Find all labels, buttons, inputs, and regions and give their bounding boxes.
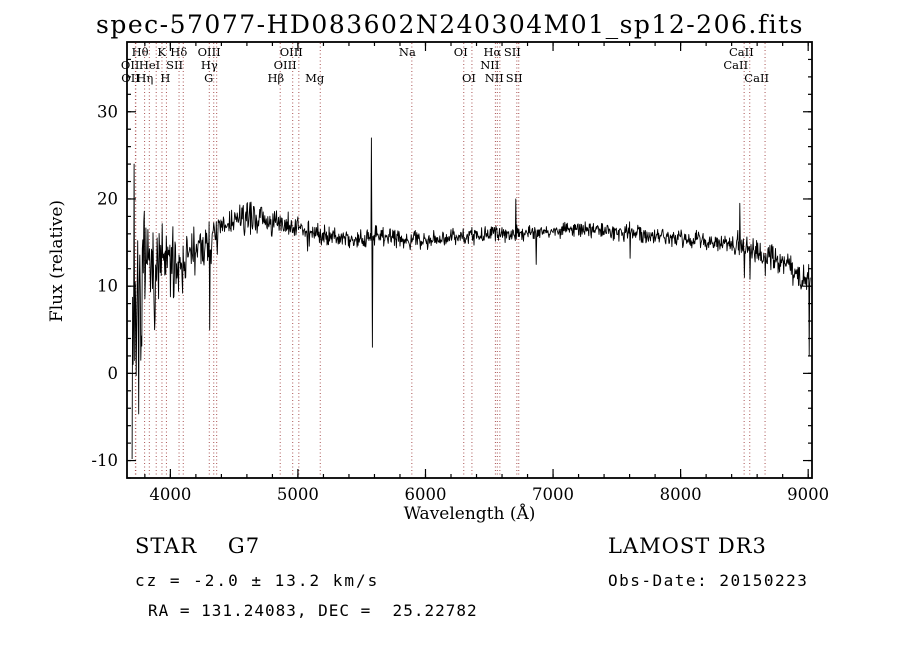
object-class-label: STAR G7 — [135, 534, 261, 558]
svg-text:H: H — [160, 71, 170, 85]
svg-text:Hβ: Hβ — [268, 71, 285, 85]
svg-text:SII: SII — [504, 45, 521, 59]
spectral-line-markers — [134, 43, 766, 477]
svg-text:NII: NII — [480, 58, 499, 72]
svg-text:OI: OI — [462, 71, 476, 85]
axis-ticks — [127, 42, 812, 479]
svg-text:OII: OII — [121, 71, 140, 85]
svg-text:7000: 7000 — [532, 485, 574, 504]
svg-text:-10: -10 — [91, 451, 118, 470]
spectral-line-labels: OIIOIIHθHηHeIKHSIIHδGHγOIIIHβOIIIOIIIMgN… — [121, 45, 769, 85]
svg-text:8000: 8000 — [660, 485, 702, 504]
svg-text:SII: SII — [506, 71, 523, 85]
svg-text:10: 10 — [97, 277, 118, 296]
svg-text:K: K — [157, 45, 166, 59]
svg-text:SII: SII — [166, 58, 183, 72]
svg-text:HeI: HeI — [139, 58, 160, 72]
svg-text:CaII: CaII — [744, 71, 769, 85]
svg-text:OIII: OIII — [274, 58, 297, 72]
svg-text:CaII: CaII — [729, 45, 754, 59]
axis-frame — [126, 41, 813, 479]
svg-text:0: 0 — [108, 364, 119, 383]
svg-text:9000: 9000 — [787, 485, 829, 504]
svg-text:OII: OII — [121, 58, 140, 72]
ra-dec-label: RA = 131.24083, DEC = 25.22782 — [148, 601, 478, 620]
svg-text:Hα: Hα — [484, 45, 502, 59]
y-axis-title: Flux (relative) — [47, 199, 67, 323]
svg-text:OI: OI — [454, 45, 468, 59]
svg-text:OIII: OIII — [280, 45, 303, 59]
cz-value: cz = -2.0 ± 13.2 km/s — [135, 571, 380, 590]
svg-text:20: 20 — [97, 189, 118, 208]
obs-date-label: Obs-Date: 20150223 — [608, 571, 809, 590]
svg-text:Mg: Mg — [305, 71, 325, 85]
svg-text:Hδ: Hδ — [170, 45, 187, 59]
svg-text:OIII: OIII — [198, 45, 221, 59]
svg-text:4000: 4000 — [149, 485, 191, 504]
y-tick-labels: -10 0 10 20 30 — [91, 102, 118, 470]
plot-title: spec-57077-HD083602N240304M01_sp12-206.f… — [96, 10, 804, 39]
x-tick-labels: 4000 5000 6000 7000 8000 9000 — [149, 485, 829, 504]
svg-text:6000: 6000 — [404, 485, 446, 504]
survey-label: LAMOST DR3 — [608, 534, 767, 558]
svg-text:5000: 5000 — [277, 485, 319, 504]
svg-text:CaII: CaII — [723, 58, 748, 72]
svg-text:G: G — [204, 71, 213, 85]
svg-text:Hγ: Hγ — [201, 58, 218, 72]
svg-text:NII: NII — [485, 71, 504, 85]
svg-text:Hθ: Hθ — [132, 45, 149, 59]
svg-text:30: 30 — [97, 102, 118, 121]
x-axis-title: Wavelength (Å) — [403, 504, 536, 524]
svg-text:Na: Na — [399, 45, 416, 59]
spectrum-trace — [131, 137, 811, 460]
svg-text:Hη: Hη — [136, 71, 153, 85]
